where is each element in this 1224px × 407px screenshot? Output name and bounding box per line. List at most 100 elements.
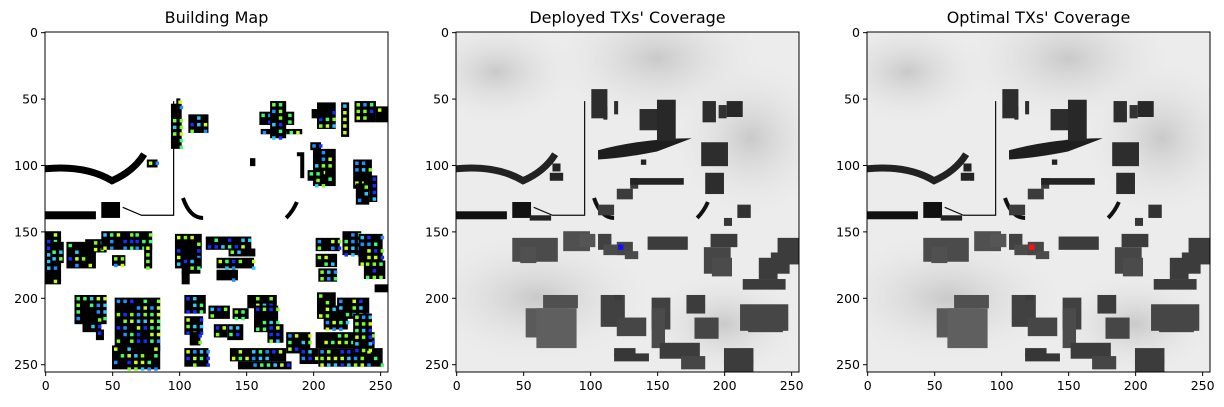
tx-candidate-marker (325, 124, 330, 128)
tx-candidate-marker (127, 360, 131, 365)
x-tick-label: 50 (927, 378, 943, 393)
tx-candidate-marker (75, 250, 79, 254)
x-tick-label: 250 (780, 378, 804, 393)
tx-candidate-marker (355, 181, 359, 185)
tx-candidate-marker (320, 363, 324, 367)
tx-candidate-marker (356, 109, 360, 114)
tx-candidate-marker (367, 235, 371, 240)
tx-candidate-marker (344, 334, 348, 338)
building (311, 109, 322, 119)
tx-candidate-marker (347, 363, 351, 367)
tx-candidate-marker (278, 103, 283, 107)
tx-candidate-marker (276, 339, 280, 343)
tx-candidate-marker (272, 122, 276, 127)
tx-candidate-marker (206, 350, 210, 354)
building (529, 215, 552, 221)
tx-candidate-marker (357, 198, 362, 203)
tx-candidate-marker (47, 253, 51, 257)
building (375, 106, 388, 123)
building (1027, 317, 1058, 337)
panel-optimal-coverage: Optimal TXs' Coverage 0 50 100 150 200 2… (836, 8, 1214, 393)
tx-candidate-marker (321, 157, 326, 161)
tx-candidate-marker (210, 307, 214, 312)
tx-candidate-marker (142, 239, 146, 244)
tx-candidate-marker (314, 164, 319, 168)
tx-candidate-marker (345, 320, 350, 325)
tx-candidate-marker (203, 129, 208, 134)
tx-candidate-marker (47, 259, 51, 264)
tx-candidate-marker (234, 245, 239, 249)
tx-candidate-marker (103, 246, 107, 250)
tx-candidate-marker (367, 363, 371, 367)
tx-candidate-marker (93, 247, 98, 252)
building (694, 317, 719, 339)
tx-candidate-marker (308, 356, 312, 361)
tx-candidate-marker (238, 259, 243, 264)
tx-candidate-marker (371, 334, 375, 338)
tx-candidate-marker (96, 310, 101, 314)
tx-candidate-marker (368, 335, 373, 339)
tx-candidate-marker (59, 250, 63, 254)
tx-candidate-marker (199, 350, 204, 354)
tx-candidate-marker (256, 296, 260, 301)
arc-building (695, 201, 710, 220)
tx-candidate-marker (130, 233, 134, 237)
tx-candidate-marker (130, 339, 134, 343)
tx-candidate-marker (289, 130, 294, 135)
tx-candidate-marker (97, 331, 102, 335)
tx-candidate-marker (109, 246, 114, 250)
tx-candidate-marker (83, 296, 87, 301)
x-tick-label: 50 (516, 378, 532, 393)
tx-candidate-marker (59, 257, 63, 261)
outline-structure (533, 101, 586, 216)
tx-candidate-marker (143, 339, 147, 343)
tx-candidate-marker (288, 113, 292, 118)
tx-candidate-marker (288, 334, 292, 338)
tx-candidate-marker (318, 314, 323, 318)
tx-candidate-marker (321, 150, 326, 155)
optimal-coverage-image (867, 32, 1210, 372)
tx-candidate-marker (333, 270, 338, 274)
tx-candidate-marker (380, 249, 385, 253)
tx-candidate-marker (186, 356, 190, 361)
tx-candidate-marker (135, 246, 139, 250)
tx-candidate-marker (123, 312, 127, 317)
tx-candidate-marker (190, 122, 194, 127)
tx-candidate-marker (360, 262, 365, 266)
tx-candidate-marker (116, 312, 121, 317)
building (101, 202, 121, 218)
tx-candidate-marker (146, 259, 150, 264)
tx-candidate-marker (347, 350, 351, 354)
tx-candidate-marker (344, 340, 348, 345)
building (1025, 348, 1047, 357)
tx-candidate-marker (365, 275, 370, 280)
tx-candidate-marker (143, 299, 147, 304)
building (1014, 106, 1019, 120)
tx-candidate-marker (258, 356, 263, 361)
x-tick-label: 150 (1057, 378, 1081, 393)
tx-candidate-marker (123, 246, 127, 250)
tx-candidate-marker (262, 303, 267, 308)
tx-candidate-marker (356, 116, 360, 120)
tx-candidate-marker (227, 238, 232, 242)
tx-candidate-marker (332, 124, 336, 128)
tx-candidate-marker (76, 296, 80, 301)
tx-candidate-marker (361, 322, 366, 326)
tx-candidate-marker (333, 356, 338, 361)
tx-candidate-marker (193, 303, 197, 308)
building (579, 233, 596, 248)
tx-candidate-marker (327, 363, 331, 367)
tx-candidate-marker (258, 350, 263, 354)
tx-candidate-marker (332, 320, 336, 325)
tx-candidate-marker (199, 356, 204, 361)
tx-candidate-marker (197, 122, 201, 127)
tx-candidate-marker (328, 177, 332, 181)
building (1062, 308, 1077, 349)
tx-candidate-marker (154, 354, 158, 358)
building (748, 310, 783, 333)
tx-candidate-marker (312, 144, 316, 148)
building (701, 142, 728, 167)
building (598, 204, 615, 216)
tx-candidate-marker (337, 340, 342, 345)
